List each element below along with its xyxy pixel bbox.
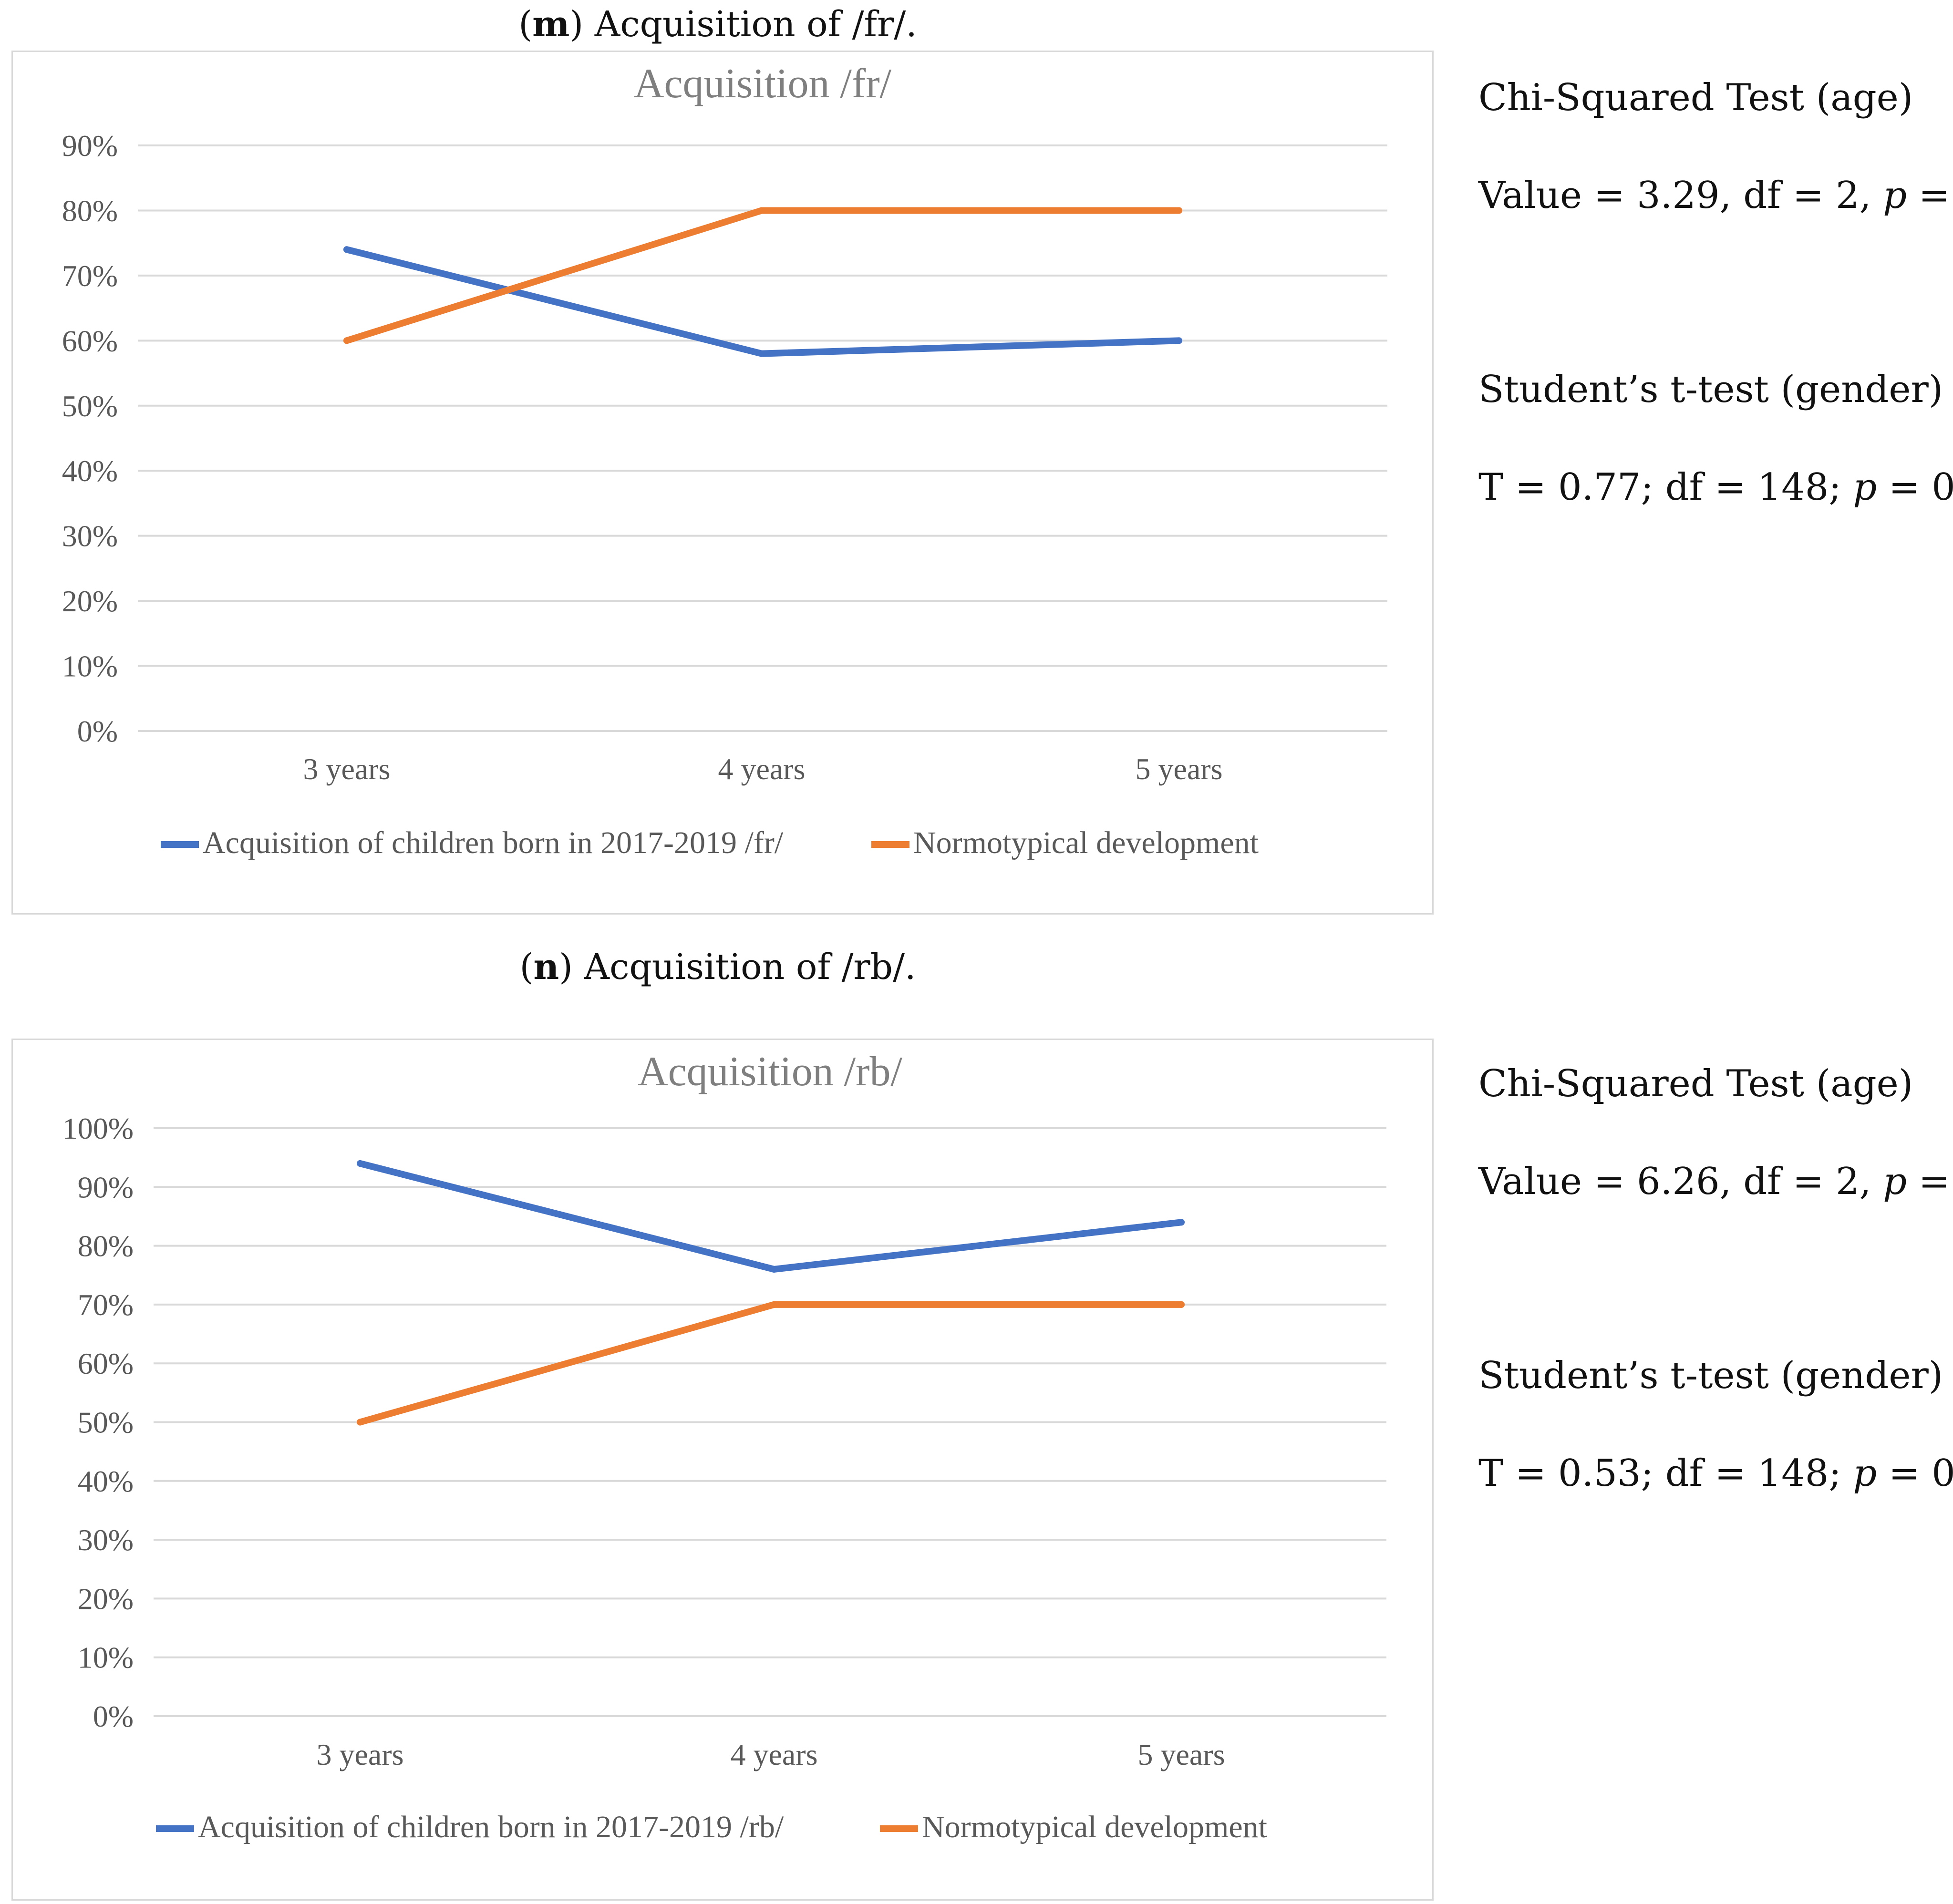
- t-label: Student’s t-test (gender): [1478, 368, 1943, 411]
- chart-fr-svg: Acquisition /fr/0% 10% 20% 30% 40% 50% 60% 70% 8…: [62, 61, 1387, 860]
- chi-suffix: = 0.19: [1918, 174, 1953, 217]
- y-tick-label: 40%: [62, 454, 118, 488]
- y-tick-label: 10%: [78, 1641, 134, 1675]
- data-point: [343, 246, 350, 253]
- legend-label: Normotypical development: [913, 825, 1259, 860]
- data-point: [771, 1301, 777, 1308]
- series-line-acquisition: [357, 1160, 1185, 1273]
- chi-prefix: Value = 3.29, df = 2,: [1478, 174, 1883, 217]
- x-tick-label: 4 years: [718, 752, 805, 786]
- t-prefix: T = 0.53; df = 148;: [1478, 1452, 1853, 1495]
- caption-text: ) Acquisition of /rb/.: [559, 947, 916, 988]
- caption-letter: m: [532, 4, 570, 45]
- y-tick-label: 60%: [62, 324, 118, 358]
- data-point: [1176, 207, 1182, 214]
- y-tick-label: 60%: [78, 1347, 134, 1380]
- stats-fr: Chi-Squared Test (age) Value = 3.29, df …: [1478, 76, 1953, 553]
- data-point: [758, 350, 765, 357]
- data-point: [1178, 1219, 1185, 1226]
- y-tick-label: 70%: [78, 1288, 134, 1322]
- chart-title: Acquisition /fr/: [634, 61, 892, 107]
- y-tick-label: 50%: [78, 1406, 134, 1440]
- chart-rb-svg: Acquisition /rb/0% 10% 20% 30% 40% 50% 60% 70% 8…: [62, 1049, 1386, 1844]
- data-point: [343, 337, 350, 344]
- x-tick-label: 5 years: [1137, 1738, 1225, 1771]
- t-prefix: T = 0.77; df = 148;: [1478, 466, 1853, 509]
- chi-result: Value = 3.29, df = 2, p = 0.19: [1478, 174, 1953, 217]
- y-tick-label: 30%: [78, 1523, 134, 1557]
- chi-suffix: = 0.04: [1918, 1160, 1953, 1203]
- data-point: [357, 1160, 363, 1167]
- y-tick-label: 20%: [78, 1582, 134, 1616]
- chi-label: Chi-Squared Test (age): [1478, 1062, 1913, 1105]
- chi-p-symbol: p: [1883, 174, 1907, 217]
- t-label: Student’s t-test (gender): [1478, 1354, 1943, 1397]
- data-point: [771, 1266, 777, 1273]
- data-point: [1176, 337, 1182, 344]
- t-suffix: = 0.44: [1889, 466, 1953, 509]
- y-tick-label: 20%: [62, 584, 118, 618]
- y-tick-label: 0%: [77, 714, 118, 748]
- y-tick-label: 80%: [62, 194, 118, 227]
- y-tick-label: 30%: [62, 519, 118, 553]
- y-tick-label: 90%: [78, 1170, 134, 1204]
- caption-letter: n: [533, 947, 559, 988]
- x-tick-label: 4 years: [730, 1738, 817, 1771]
- data-point: [758, 207, 765, 214]
- t-p-symbol: p: [1853, 1452, 1877, 1495]
- x-tick-label: 3 years: [316, 1738, 403, 1771]
- stats-rb: Chi-Squared Test (age) Value = 6.26, df …: [1478, 1062, 1953, 1539]
- chi-result: Value = 6.26, df = 2, p = 0.04: [1478, 1160, 1953, 1203]
- t-result: T = 0.53; df = 148; p = 0.59: [1478, 1452, 1953, 1495]
- t-suffix: = 0.59: [1889, 1452, 1953, 1495]
- chart-fr: Acquisition /fr/0% 10% 20% 30% 40% 50% 60% 70% 8…: [11, 51, 1434, 915]
- chart-rb: Acquisition /rb/0% 10% 20% 30% 40% 50% 60% 70% 8…: [11, 1039, 1434, 1901]
- x-tick-label: 5 years: [1135, 752, 1222, 786]
- chi-p-symbol: p: [1883, 1160, 1907, 1203]
- y-tick-label: 100%: [62, 1112, 134, 1145]
- caption-m: (m) Acquisition of /fr/.: [518, 4, 917, 45]
- x-tick-label: 3 years: [303, 752, 390, 786]
- chart-title: Acquisition /rb/: [638, 1049, 902, 1095]
- t-p-symbol: p: [1853, 466, 1877, 509]
- y-tick-label: 40%: [78, 1464, 134, 1498]
- y-tick-label: 90%: [62, 129, 118, 163]
- caption-n: (n) Acquisition of /rb/.: [519, 947, 916, 988]
- y-tick-label: 10%: [62, 649, 118, 683]
- legend-label: Acquisition of children born in 2017-201…: [198, 1810, 784, 1844]
- caption-text: ) Acquisition of /fr/.: [569, 4, 917, 45]
- data-point: [357, 1419, 363, 1426]
- t-result: T = 0.77; df = 148; p = 0.44: [1478, 466, 1953, 509]
- y-tick-label: 70%: [62, 259, 118, 293]
- data-point: [1178, 1301, 1185, 1308]
- legend-label: Acquisition of children born in 2017-201…: [203, 825, 784, 860]
- legend-label: Normotypical development: [922, 1810, 1267, 1844]
- y-tick-label: 50%: [62, 389, 118, 423]
- chi-label: Chi-Squared Test (age): [1478, 76, 1913, 119]
- y-tick-label: 80%: [78, 1229, 134, 1263]
- y-tick-label: 0%: [93, 1699, 134, 1733]
- chi-prefix: Value = 6.26, df = 2,: [1478, 1160, 1883, 1203]
